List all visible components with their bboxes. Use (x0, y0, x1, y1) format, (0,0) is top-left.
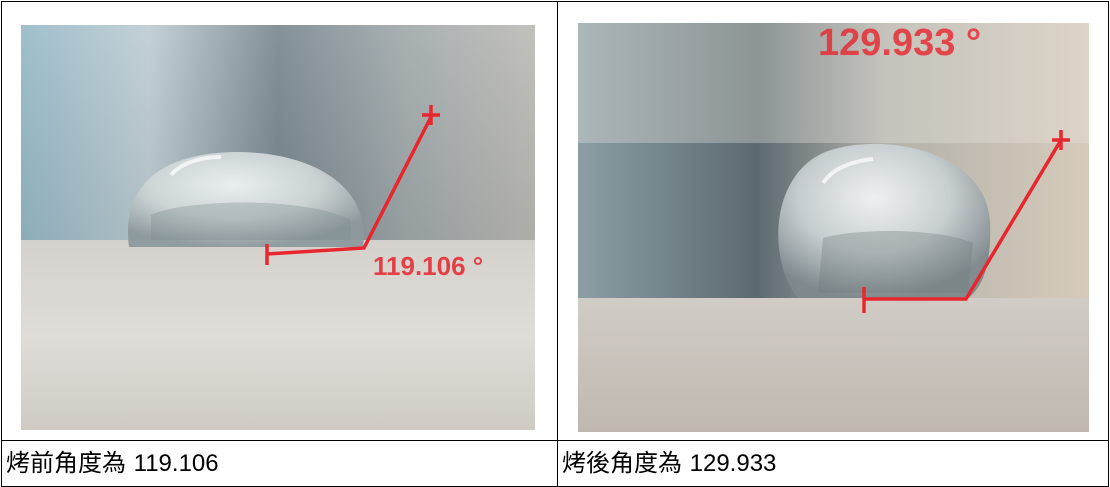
caption-before: 烤前角度為 119.106 (1, 440, 558, 487)
contact-angle-photo-before: 119.106 ° (21, 25, 535, 430)
caption-value: 119.106 (133, 450, 219, 477)
water-droplet-icon (127, 152, 364, 247)
caption-row: 烤前角度為 119.106 烤後角度為 129.933 (1, 440, 1109, 487)
caption-after: 烤後角度為 129.933 (557, 440, 1109, 487)
measurement-crosshair-icon (265, 105, 440, 265)
contact-angle-photo-after: 129.933 ° (578, 23, 1089, 432)
measurement-crosshair-icon (862, 130, 1070, 313)
caption-label: 烤後角度為 (562, 449, 682, 477)
photo-cell-after: 129.933 ° (557, 1, 1109, 441)
angle-overlay-text: 129.933 ° (818, 23, 981, 64)
caption-value: 129.933 (689, 450, 777, 477)
angle-overlay-text: 119.106 ° (373, 251, 483, 281)
caption-label: 烤前角度為 (6, 449, 126, 477)
photo-row: 119.106 ° (1, 1, 1109, 441)
photo-cell-before: 119.106 ° (1, 1, 558, 441)
water-droplet-icon (778, 143, 991, 298)
